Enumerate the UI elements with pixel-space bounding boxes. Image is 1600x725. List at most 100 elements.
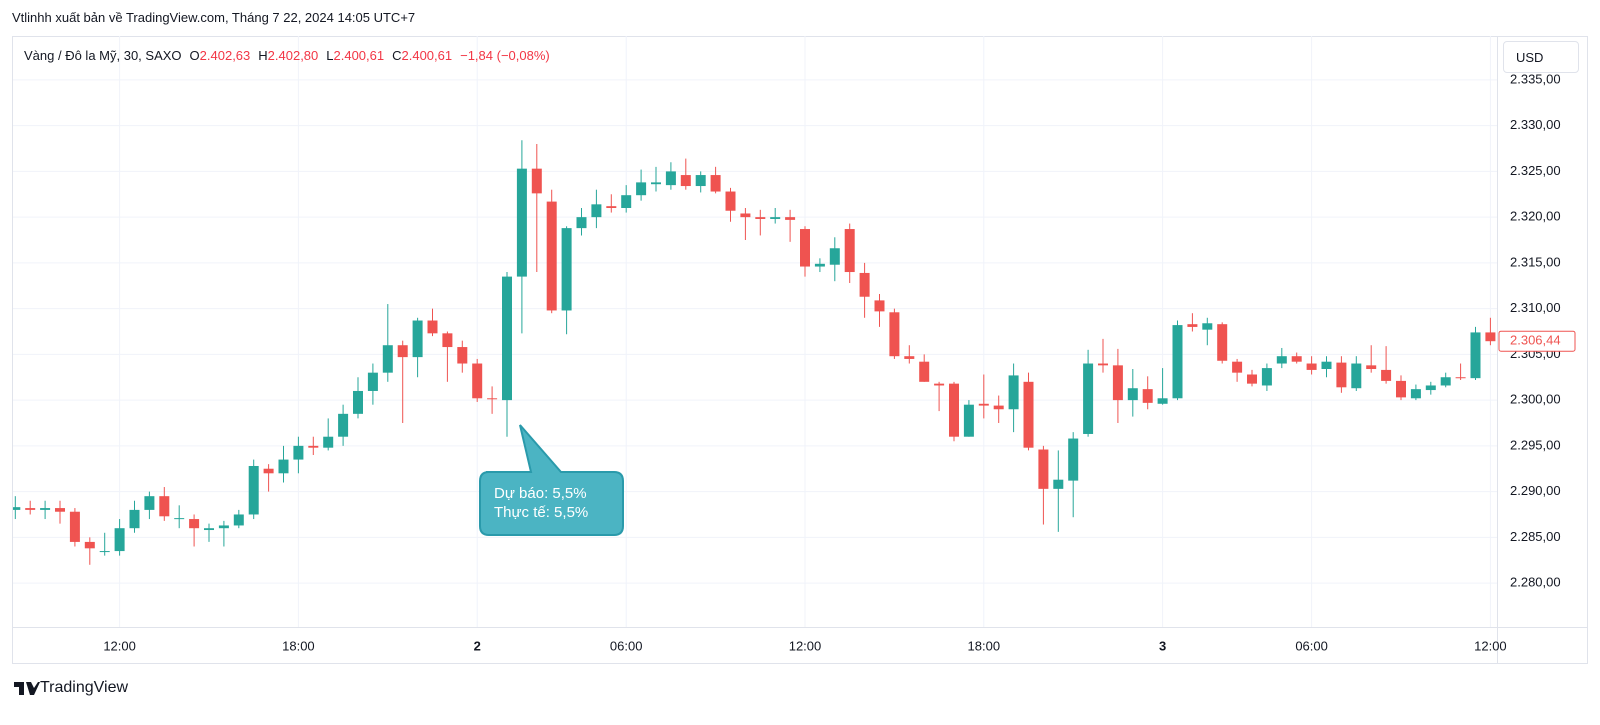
candle-body [1410,389,1421,399]
candle-body [472,363,483,399]
candle-body [1321,361,1332,370]
symbol-legend: Vàng / Đô la Mỹ, 30, SAXO O 2.402,63 H 2.4… [24,48,550,63]
logo-mark [14,682,40,695]
candle-body [1008,375,1019,410]
candle-body [353,390,363,414]
candle-body [1366,365,1377,370]
candle-body [680,175,691,187]
y-tick-label: 2.320,00 [1510,209,1561,224]
last-price-label: 2.306,44 [1510,333,1561,348]
y-tick-label: 2.335,00 [1510,71,1561,86]
candle-body [725,191,736,211]
y-tick-label: 2.280,00 [1510,575,1561,590]
candle-body [69,511,80,542]
candle-body [755,217,766,219]
candle-body [1470,332,1481,379]
candle-body [55,508,65,512]
candle-body [844,229,855,273]
currency-button[interactable]: USD [1503,41,1579,73]
ohlc-value: 2.402,80 [267,48,319,63]
x-tick-label: 18:00 [968,638,1001,653]
chart-frame [12,36,1588,664]
candle-body [963,404,974,437]
candle-body [919,361,930,382]
ohlc-value: 2.402,63 [199,48,251,63]
ohlc-key: O [189,48,200,63]
y-tick-label: 2.295,00 [1510,437,1561,452]
candle-body [248,465,259,515]
candle-body [1098,363,1108,366]
candle-body [889,312,900,357]
candle-body [427,320,438,334]
candle-body [591,204,602,218]
candle-body [621,195,632,208]
candle-body [397,345,408,358]
candle-body [800,229,810,267]
candle-body [1425,385,1436,391]
publish-info: Vtlinhh xuất bản về TradingView.com, Thá… [12,10,416,25]
candle-body [606,206,617,208]
candle-body [576,217,587,229]
candle-body [561,228,572,311]
candle-body [189,519,200,529]
candle-body [1247,374,1257,384]
symbol: Vàng / Đô la Mỹ, 30, SAXO [24,48,182,63]
candle-body [99,551,110,553]
candle-body [665,171,676,186]
candle-body [1068,438,1079,481]
logo [14,682,40,695]
y-tick-label: 2.285,00 [1510,529,1561,544]
y-tick-label: 2.330,00 [1510,117,1561,132]
callout-line: Dự báo: 5,5% [494,485,587,502]
candle-body [636,182,647,196]
candle-body [1202,323,1213,330]
candle-body [978,403,989,406]
candle-body [1053,479,1064,489]
y-tick-label: 2.315,00 [1510,254,1561,269]
candle-body [710,175,721,192]
candle-body [293,445,304,460]
candle-body [814,263,825,267]
candle-body [695,175,706,187]
grid [13,36,1497,627]
candle-body [129,509,140,529]
candle-body [1381,369,1392,381]
candle-body [144,496,155,510]
candle-body [382,345,393,373]
candle-body [859,272,870,297]
x-tick-label: 3 [1159,638,1166,653]
candle-body [1083,363,1094,434]
candle-body [1023,381,1034,448]
candle-body [114,528,125,552]
candle-body [1232,361,1243,373]
candle-body [40,508,51,510]
candle-body [1217,324,1228,361]
candle-body [1261,368,1272,386]
candle-body [25,508,36,510]
candle-body [308,445,319,448]
candles [13,140,1496,565]
candle-body [204,528,214,531]
candle-body [84,541,95,549]
candle-body [993,405,1004,410]
candle-body [218,525,229,529]
candle-body [785,217,796,220]
candle-body [457,347,468,364]
ohlc-value: 2.400,61 [333,48,385,63]
annotation: Dự báo: 5,5% Thực tế: 5,5% [479,424,624,536]
candle-body [1351,363,1362,389]
candle-body [1187,324,1198,327]
candle-body [1157,398,1168,404]
ohlc-key: C [392,48,402,63]
candle-body [502,276,512,401]
x-tick-label: 12:00 [103,638,136,653]
candle-body [829,248,840,265]
change: −1,84 (−0,08%) [460,48,550,63]
candle-body [1336,362,1347,388]
y-tick-label: 2.300,00 [1510,392,1561,407]
candle-body [1142,389,1153,403]
y-tick-label: 2.325,00 [1510,163,1561,178]
candle-body [323,436,334,448]
